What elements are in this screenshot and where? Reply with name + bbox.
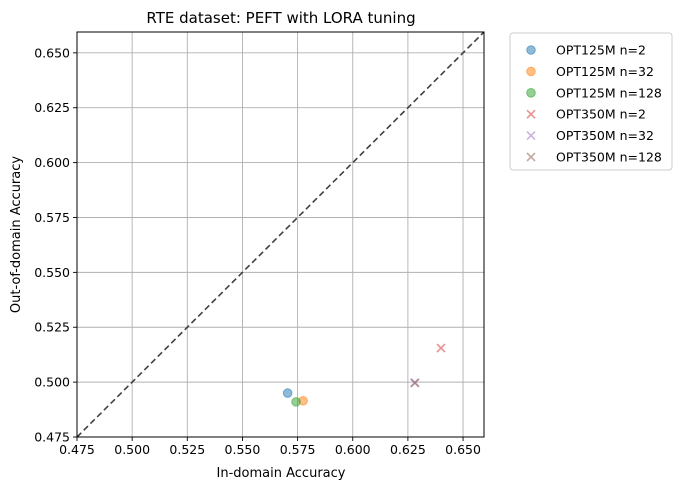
y-tick-label: 0.625 [34, 100, 70, 115]
x-axis-ticks: 0.475 0.500 0.525 0.550 0.575 0.600 0.625 0.650 [59, 437, 481, 457]
data-point [291, 397, 301, 407]
data-point [410, 378, 420, 388]
legend-label: OPT350M n=2 [556, 107, 646, 122]
y-tick-label: 0.500 [34, 375, 70, 390]
chart-title: RTE dataset: PEFT with LORA tuning [146, 9, 415, 27]
legend-label: OPT125M n=2 [556, 43, 646, 58]
legend-label: OPT125M n=128 [556, 85, 662, 100]
y-axis-label: Out-of-domain Accuracy [9, 156, 24, 313]
x-tick-label: 0.550 [225, 442, 261, 457]
plot-frame [76, 31, 485, 438]
legend-marker [526, 88, 536, 98]
legend-marker [526, 109, 536, 119]
x-tick-label: 0.650 [445, 442, 481, 457]
x-tick-label: 0.500 [114, 442, 150, 457]
legend-label: OPT350M n=128 [556, 150, 662, 165]
y-tick-label: 0.650 [34, 45, 70, 60]
legend: OPT125M n=2 OPT125M n=32 OPT125M n=128 OPT3… [509, 32, 673, 171]
diagonal-line [76, 31, 485, 438]
legend-label: OPT350M n=32 [556, 128, 654, 143]
legend-marker [526, 152, 536, 162]
data-point [436, 343, 446, 353]
legend-marker [526, 66, 536, 77]
x-tick-label: 0.600 [335, 442, 371, 457]
y-tick-label: 0.525 [34, 320, 70, 335]
y-tick-label: 0.600 [34, 155, 70, 170]
data-point [282, 388, 293, 398]
grid [76, 32, 484, 438]
legend-marker [526, 45, 536, 55]
x-tick-label: 0.525 [169, 442, 205, 457]
data-points [282, 343, 446, 407]
y-tick-label: 0.475 [34, 430, 70, 445]
x-tick-label: 0.625 [390, 442, 426, 457]
legend-marker [526, 131, 536, 141]
x-tick-label: 0.475 [59, 442, 95, 457]
diagonal-line-group [76, 31, 485, 438]
x-axis-label: In-domain Accuracy [217, 466, 346, 481]
y-axis-ticks: 0.475 0.500 0.525 0.550 0.575 0.600 0.625 0.650 [34, 45, 77, 445]
legend-label: OPT125M n=32 [556, 64, 654, 79]
y-tick-label: 0.575 [34, 210, 70, 225]
x-tick-label: 0.575 [280, 442, 316, 457]
y-tick-label: 0.550 [34, 265, 70, 280]
legend-frame [509, 32, 673, 171]
